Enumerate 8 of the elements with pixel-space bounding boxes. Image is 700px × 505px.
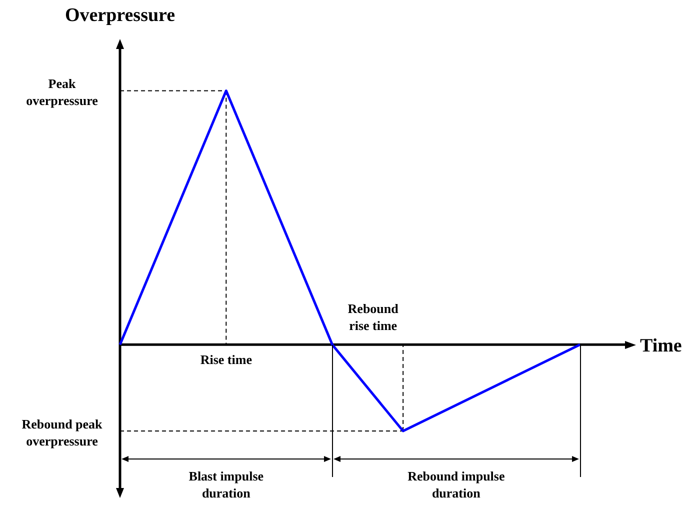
text: Rebound impulse duration	[408, 468, 505, 500]
text: Blast impulse duration	[188, 468, 264, 500]
annotation: Rise time	[200, 352, 252, 368]
x-axis-title: Time	[640, 336, 682, 357]
y-axis-title: Overpressure	[64, 4, 176, 26]
text: Peak overpressure	[26, 76, 98, 108]
annotation: Rebound rise time	[348, 301, 400, 334]
text: Rebound peak overpressure	[22, 416, 104, 448]
